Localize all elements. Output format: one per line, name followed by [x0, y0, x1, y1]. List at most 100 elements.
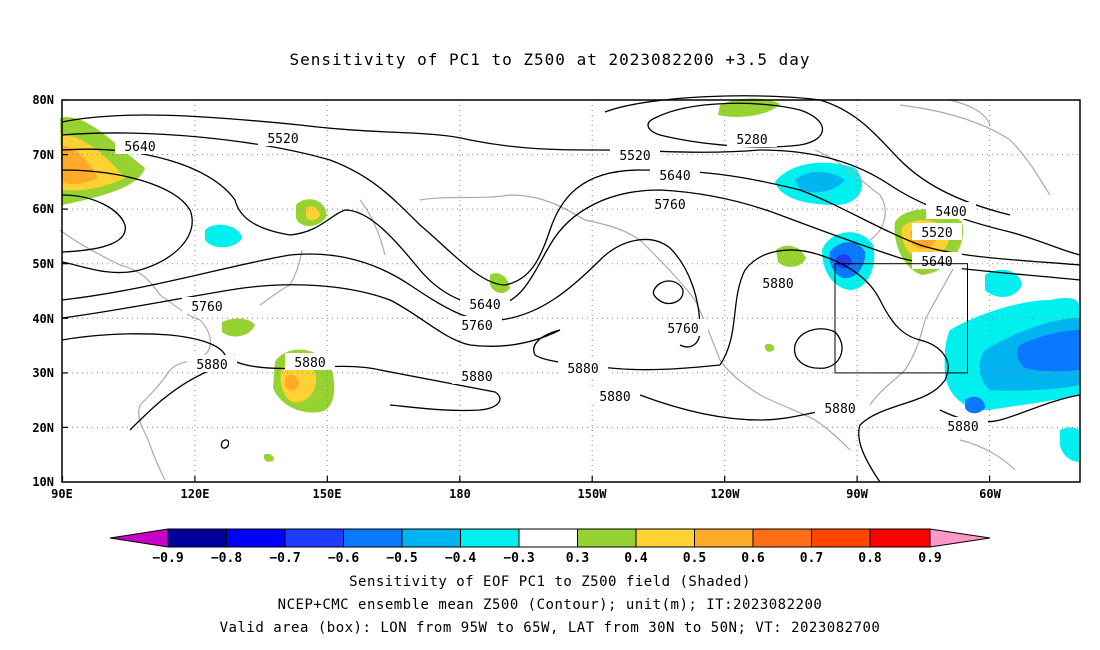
contour-label-text: 5880: [762, 277, 793, 292]
lon-label: 150E: [313, 487, 342, 501]
chart-title: Sensitivity of PC1 to Z500 at 2023082200…: [289, 50, 811, 69]
colorbar-swatch: [519, 529, 578, 547]
contour-label: 5520: [258, 129, 308, 147]
colorbar-label: 0.8: [858, 551, 882, 566]
colorbar-swatch: [870, 529, 930, 547]
coastline-greenland: [949, 99, 991, 126]
shade-positive: [264, 453, 274, 462]
lat-label: 40N: [32, 312, 54, 326]
contour-label-text: 5520: [267, 132, 298, 147]
coastline-north-america-east: [869, 264, 956, 406]
contour-label-text: 5400: [935, 205, 966, 220]
coastline-central-america: [759, 394, 851, 451]
contour-label-text: 5640: [921, 255, 952, 270]
lat-label: 10N: [32, 475, 54, 489]
colorbar-label: 0.3: [566, 551, 589, 566]
axis-ticks: [61, 99, 991, 482]
contour-label-text: 5640: [469, 298, 500, 313]
shade-positive: [306, 206, 320, 221]
contour-line: [61, 238, 701, 348]
colorbar-swatch: [460, 529, 519, 547]
z500-contours: [61, 95, 1081, 483]
colorbar-label: −0.6: [328, 551, 359, 566]
colorbar-swatch: [930, 529, 990, 547]
contour-label-text: 5760: [667, 322, 698, 337]
coastline-kamchatka: [359, 199, 386, 256]
colorbar-label: −0.4: [445, 551, 476, 566]
caption-shading: Sensitivity of EOF PC1 to Z500 field (Sh…: [349, 574, 751, 590]
lat-label: 30N: [32, 366, 54, 380]
contour-label-text: 5760: [654, 198, 685, 213]
lat-label: 80N: [32, 93, 54, 107]
colorbar-label: 0.7: [800, 551, 823, 566]
contour-label: 5880: [938, 417, 988, 435]
shade-negative: [985, 269, 1022, 297]
lon-label: 90E: [51, 487, 73, 501]
lon-label: 90W: [846, 487, 868, 501]
coastline-arctic: [899, 104, 1051, 196]
sensitivity-shading: [60, 98, 1080, 462]
contour-label-text: 5880: [461, 370, 492, 385]
contour-label-text: 5760: [461, 319, 492, 334]
contour-label-text: 5520: [921, 226, 952, 241]
contour-label-text: 5640: [659, 169, 690, 184]
contour-label-text: 5760: [191, 300, 222, 315]
colorbar: −0.9 −0.8 −0.7 −0.6 −0.5 −0.4 −0.3 0.3 0…: [109, 528, 991, 566]
contour-label: 5760: [645, 195, 695, 213]
contour-label-text: 5880: [294, 356, 325, 371]
contour-label: 5880: [815, 399, 865, 417]
colorbar-label: 0.5: [683, 551, 706, 566]
contour-label: 5640: [460, 295, 510, 313]
coastlines: [59, 99, 1051, 481]
contour-line: [793, 328, 843, 369]
coastline-alaska: [419, 194, 641, 241]
colorbar-swatch: [343, 529, 402, 547]
colorbar-swatch: [811, 529, 870, 547]
valid-area-box: [834, 263, 968, 374]
colorbar-swatch: [694, 529, 753, 547]
contour-label: 5520: [912, 223, 962, 241]
lon-label: 150W: [578, 487, 608, 501]
lon-labels: 90E 120E 150E 180 150W 120W 90W 60W: [51, 487, 1001, 501]
colorbar-swatch: [402, 529, 461, 547]
colorbar-swatch: [110, 529, 168, 547]
colorbar-labels: −0.9 −0.8 −0.7 −0.6 −0.5 −0.4 −0.3 0.3 0…: [152, 551, 941, 566]
colorbar-label: 0.6: [741, 551, 765, 566]
contour-label-text: 5880: [947, 420, 978, 435]
caption-valid-area: Valid area (box): LON from 95W to 65W, L…: [219, 620, 881, 636]
colorbar-label: −0.9: [152, 551, 183, 566]
colorbar-label: 0.9: [918, 551, 941, 566]
colorbar-label: −0.5: [386, 551, 417, 566]
colorbar-swatch: [226, 529, 285, 547]
shade-positive: [776, 245, 806, 267]
shade-positive: [285, 374, 299, 391]
contour-line: [604, 95, 1011, 216]
map-frame: [61, 99, 1081, 483]
contour-line: [220, 439, 230, 449]
contour-line: [61, 194, 126, 253]
contour-label: 5280: [727, 130, 777, 148]
contour-line: [719, 249, 949, 406]
colorbar-swatch: [285, 529, 344, 547]
contour-line: [61, 132, 1081, 286]
coastline-caribbean: [959, 439, 1016, 471]
lat-label: 70N: [32, 148, 54, 162]
coastline-asia: [59, 229, 212, 481]
contour-line: [858, 404, 901, 483]
contour-label: 5640: [115, 137, 165, 155]
lon-label: 120E: [181, 487, 210, 501]
lat-label: 60N: [32, 202, 54, 216]
contour-label: 5880: [452, 367, 502, 385]
contour-label-text: 5880: [599, 390, 630, 405]
contour-label-text: 5880: [824, 402, 855, 417]
lon-label: 60W: [979, 487, 1001, 501]
contour-label-group: 5280 5400 5520 5520 5520 5640 5640 5640 …: [115, 129, 988, 435]
contour-label: 5880: [558, 359, 608, 377]
shade-positive: [62, 145, 98, 185]
coastline-japan: [259, 249, 303, 306]
colorbar-label: −0.7: [269, 551, 300, 566]
shade-negative: [795, 171, 845, 193]
contour-label-text: 5640: [124, 140, 155, 155]
shade-positive: [718, 98, 780, 117]
contour-line: [652, 280, 684, 305]
